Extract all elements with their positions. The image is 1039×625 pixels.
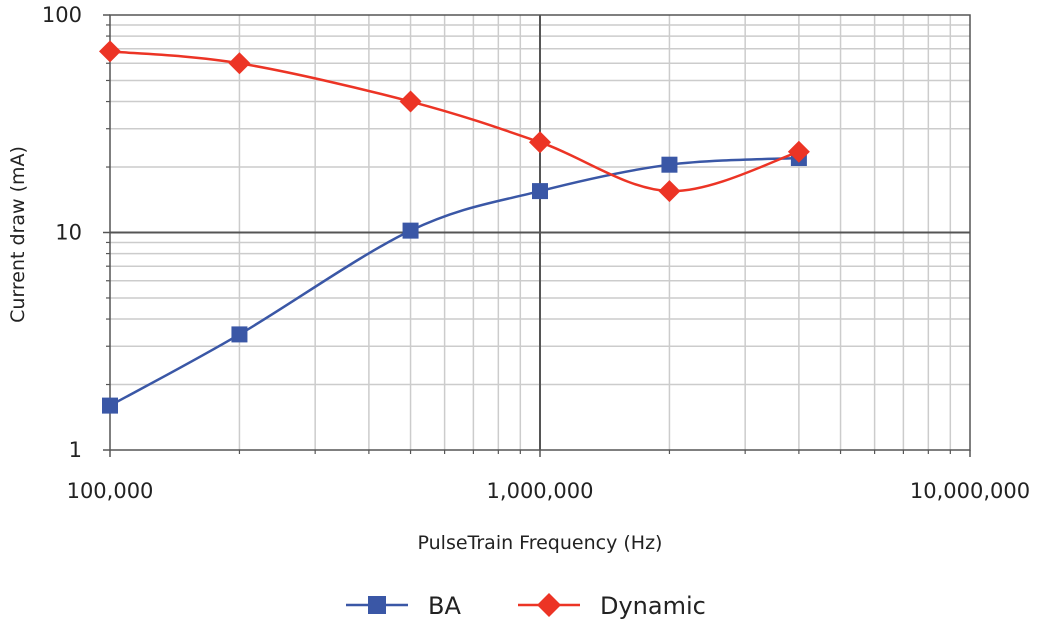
legend: BA Dynamic [346,592,706,620]
data-point-ba [661,156,678,173]
data-point-dynamic [399,90,422,113]
x-tick-labels: 100,000 1,000,000 10,000,000 [67,479,1031,503]
x-tick-label: 100,000 [67,479,154,503]
series-layer [99,40,810,414]
x-tick-label: 10,000,000 [910,479,1030,503]
major-gridlines [110,15,970,450]
legend-item-ba: BA [346,592,461,620]
legend-label-dynamic: Dynamic [600,592,706,620]
data-point-dynamic [787,140,810,163]
x-tick-label: 1,000,000 [487,479,594,503]
legend-marker-dynamic [537,593,561,617]
series-ba [102,150,807,414]
data-point-ba [532,183,548,200]
y-tick-label: 10 [55,221,82,245]
series-line-dynamic [109,50,800,193]
data-point-dynamic [529,131,551,154]
data-point-dynamic [99,40,121,63]
data-point-ba [231,326,248,343]
x-axis-title: PulseTrain Frequency (Hz) [418,532,663,554]
y-axis-title: Current draw (mA) [7,146,29,323]
legend-item-dynamic: Dynamic [518,592,706,620]
tick-marks [103,14,971,457]
series-line-ba [109,156,799,407]
legend-label-ba: BA [428,592,461,620]
legend-marker-ba [368,596,386,614]
data-point-dynamic [658,180,681,203]
data-point-ba [402,222,419,239]
data-point-ba [102,397,118,414]
data-point-dynamic [228,52,251,75]
series-dynamic [99,40,810,203]
y-tick-label: 100 [42,3,82,27]
y-tick-label: 1 [69,438,82,462]
y-tick-labels: 1 10 100 [42,3,82,462]
